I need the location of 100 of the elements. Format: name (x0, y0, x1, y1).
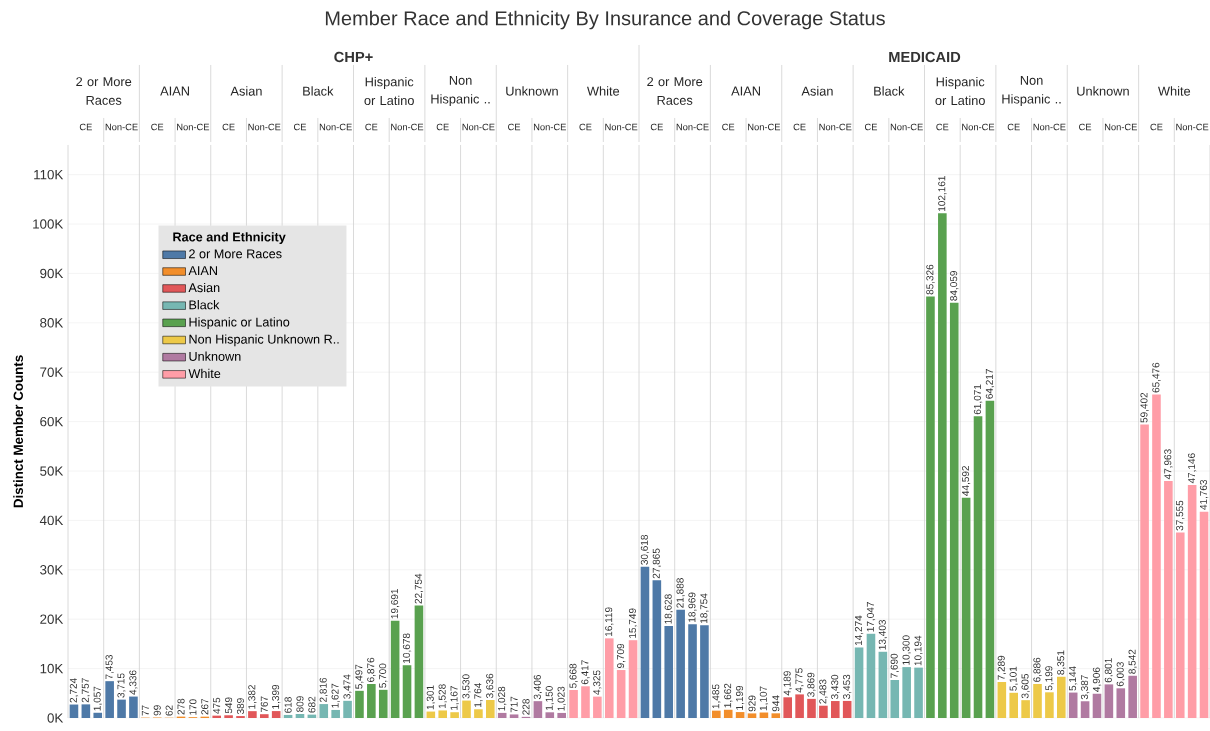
data-label: 47,963 (1164, 449, 1173, 480)
data-label: 1,627 (331, 683, 340, 708)
bar (723, 709, 733, 718)
y-tick-label: 60K (40, 416, 64, 427)
bar (949, 302, 959, 718)
data-label: 278 (177, 698, 185, 715)
data-label: 15,749 (628, 608, 638, 638)
data-label: 4,336 (129, 670, 138, 695)
data-label: 717 (510, 696, 518, 713)
y-tick-label: 70K (40, 367, 64, 377)
data-label: 682 (308, 696, 316, 713)
bar (997, 681, 1007, 718)
bar (129, 696, 138, 718)
data-label: 228 (522, 699, 530, 715)
text: Non-CE (962, 123, 995, 131)
data-label: 64,217 (985, 369, 995, 399)
text: Black (303, 86, 334, 96)
y-tick-label: 100K (33, 219, 64, 229)
bar (783, 697, 792, 718)
data-label: 62 (165, 705, 173, 716)
bar (1175, 532, 1185, 718)
data-label: 14,274 (854, 615, 864, 646)
data-label: 18,969 (688, 592, 697, 622)
bar (497, 712, 507, 718)
bar (1116, 688, 1126, 718)
legend-label: 2 or More Races (189, 249, 282, 259)
data-label: 5,700 (379, 663, 388, 688)
bar (628, 640, 638, 718)
data-label: 1,382 (248, 685, 257, 709)
data-label: 4,775 (795, 668, 804, 693)
data-label: 7,690 (890, 653, 899, 678)
bar (1164, 481, 1173, 718)
data-label: 5,668 (569, 663, 578, 688)
bar (557, 712, 566, 718)
data-label: 10,300 (902, 635, 911, 665)
text: Non-CE (319, 123, 352, 131)
data-label: 4,189 (783, 671, 792, 696)
data-label: 475 (213, 697, 221, 714)
data-label: 929 (748, 695, 756, 712)
data-label: 44,592 (962, 466, 971, 496)
y-tick-label: 80K (40, 318, 64, 328)
legend-label: Non Hispanic Unknown R.. (189, 334, 339, 347)
bar (1152, 394, 1161, 718)
data-label: 944 (772, 695, 780, 712)
text: Asian (230, 86, 262, 96)
data-label: 2,483 (819, 679, 828, 704)
bar (664, 625, 674, 718)
data-label: 84,059 (950, 271, 959, 301)
data-label: 3,869 (807, 672, 816, 697)
bar (985, 400, 995, 718)
data-label: 3,715 (117, 673, 126, 698)
bar (259, 714, 269, 718)
text: Non-CE (676, 123, 709, 131)
y-tick-label: 50K (40, 466, 64, 476)
text: Asian (801, 86, 833, 96)
bar (390, 620, 400, 718)
legend-label: Black (189, 300, 220, 310)
data-label: 18,628 (664, 594, 673, 624)
text: Non-CE (890, 123, 923, 131)
text: 2 or More Races (647, 77, 703, 105)
data-label: 10,678 (402, 633, 412, 663)
text: Non-CE (105, 123, 138, 131)
bar (378, 689, 388, 718)
data-label: 1,485 (712, 684, 721, 709)
data-label: 3,474 (343, 674, 352, 699)
data-label: 59,402 (1140, 392, 1149, 423)
bar (1104, 684, 1114, 718)
bar (604, 638, 614, 718)
y-tick-label: 40K (39, 515, 64, 526)
bar (545, 712, 555, 718)
text: Non-CE (533, 123, 566, 131)
text: AIAN (731, 86, 760, 96)
text: CE (436, 123, 449, 131)
bar (1199, 511, 1209, 718)
data-label: 22,754 (414, 573, 424, 604)
legend-title: Race and Ethnicity (173, 232, 286, 244)
data-label: 102,161 (938, 176, 947, 211)
bar (830, 701, 840, 718)
bar (914, 667, 923, 718)
text: Hispanic or Latino (364, 76, 414, 106)
bar (926, 296, 935, 718)
bar (248, 711, 257, 718)
bar (676, 609, 685, 718)
data-label: 7,289 (997, 655, 1006, 680)
data-label: 6,417 (581, 660, 590, 685)
bar (700, 625, 709, 718)
data-label: 549 (225, 697, 233, 714)
bar (1057, 676, 1066, 718)
data-label: 1,764 (474, 682, 483, 707)
data-label: 37,555 (1176, 500, 1185, 531)
text: CE (579, 123, 592, 131)
legend-label: AIAN (188, 266, 217, 275)
bar (1068, 692, 1078, 718)
data-label: 6,886 (1033, 657, 1042, 682)
bar (81, 704, 91, 718)
data-label: 27,865 (652, 548, 661, 579)
y-tick-label: 90K (40, 268, 64, 279)
data-label: 1,057 (93, 686, 102, 711)
text: Non-CE (248, 123, 281, 131)
data-label: 1,023 (557, 686, 566, 711)
